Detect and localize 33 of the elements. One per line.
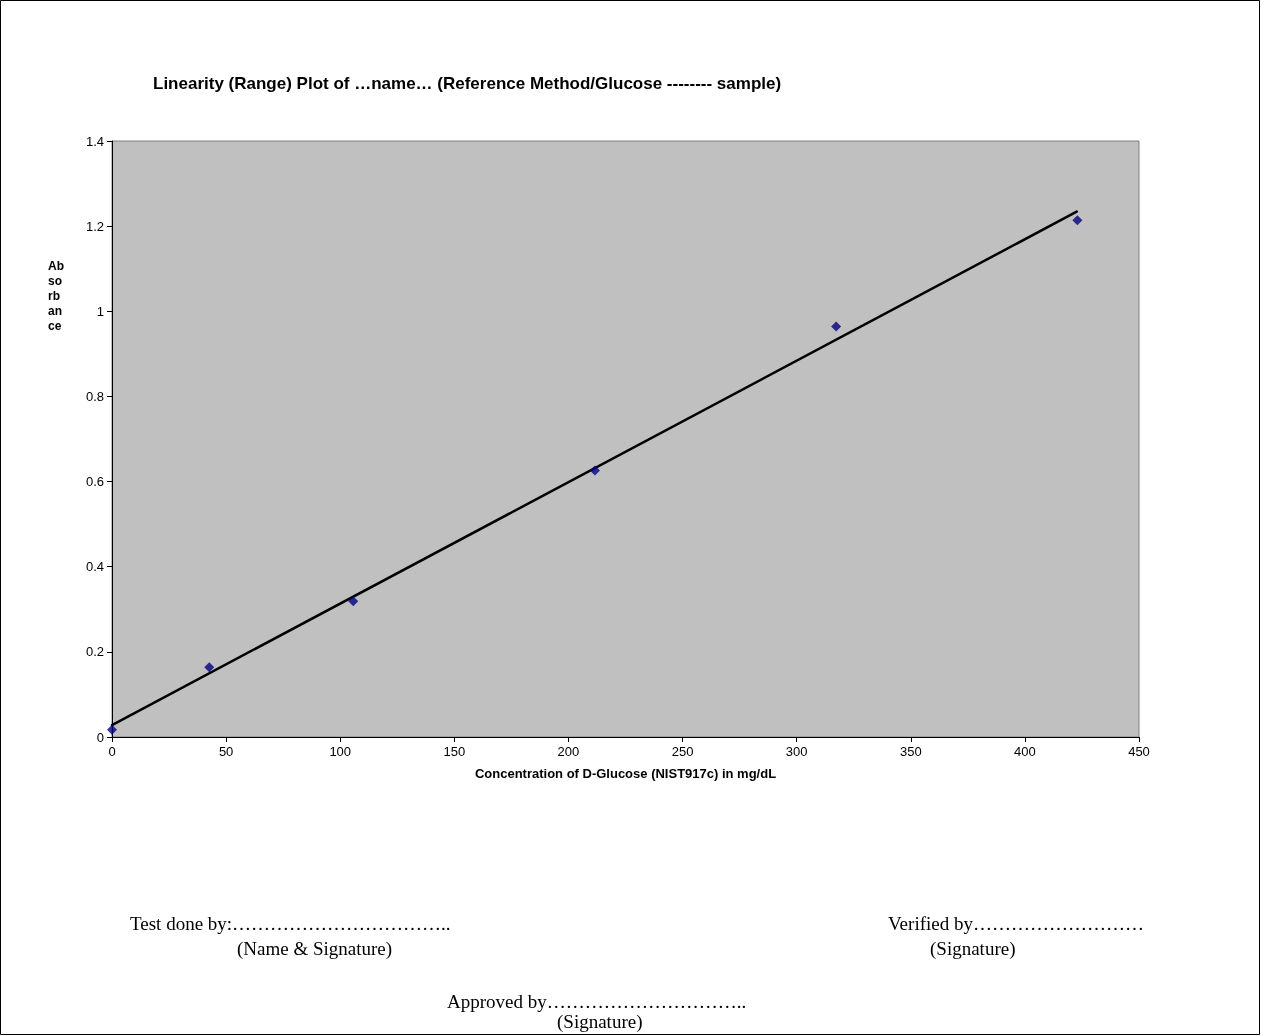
- text: (Signature): [930, 937, 1016, 960]
- text: Approved by…………………………..: [447, 990, 747, 1012]
- text: (Signature): [557, 1010, 643, 1033]
- text: Test done by:……………………………..: [130, 912, 451, 934]
- point: [831, 321, 842, 332]
- y-tick-label: 0.2: [85, 644, 104, 660]
- point: [589, 465, 600, 476]
- y-tick-label: 1.4: [85, 133, 104, 149]
- y-tick-label: 0.6: [85, 474, 104, 490]
- y-tick-label: 0: [96, 729, 104, 745]
- y-tick-label: 1: [96, 303, 104, 319]
- text: Verified by………………………: [888, 912, 1144, 934]
- x-tick-label: 0: [108, 744, 116, 759]
- y-tick-label: 1.2: [85, 218, 104, 234]
- text: (Name & Signature): [237, 937, 393, 960]
- point: [348, 596, 359, 607]
- y-tick-label: 0.4: [85, 559, 104, 575]
- x-tick-label: 450: [1128, 744, 1150, 759]
- point: [1072, 215, 1083, 226]
- x-tick-label: 350: [899, 744, 922, 759]
- x-tick-label: 50: [218, 744, 234, 759]
- x-tick-label: 150: [443, 744, 466, 759]
- chart-title: Linearity (Range) Plot of …name… (Reference Method/Glucose -------- sample): [153, 74, 782, 93]
- x-tick-label: 250: [671, 744, 694, 759]
- point: [204, 662, 215, 673]
- x-tick-label: 100: [329, 744, 352, 759]
- x-axis-title: Concentration of D-Glucose (NIST917c) in mg/dL: [474, 766, 777, 781]
- x-tick-label: 300: [785, 744, 808, 759]
- y-axis-title: Absorbance: [48, 258, 64, 333]
- x-tick-label: 400: [1014, 744, 1036, 759]
- point: [107, 724, 117, 735]
- y-tick-label: 0.8: [85, 388, 104, 404]
- x-tick-label: 200: [557, 744, 580, 759]
